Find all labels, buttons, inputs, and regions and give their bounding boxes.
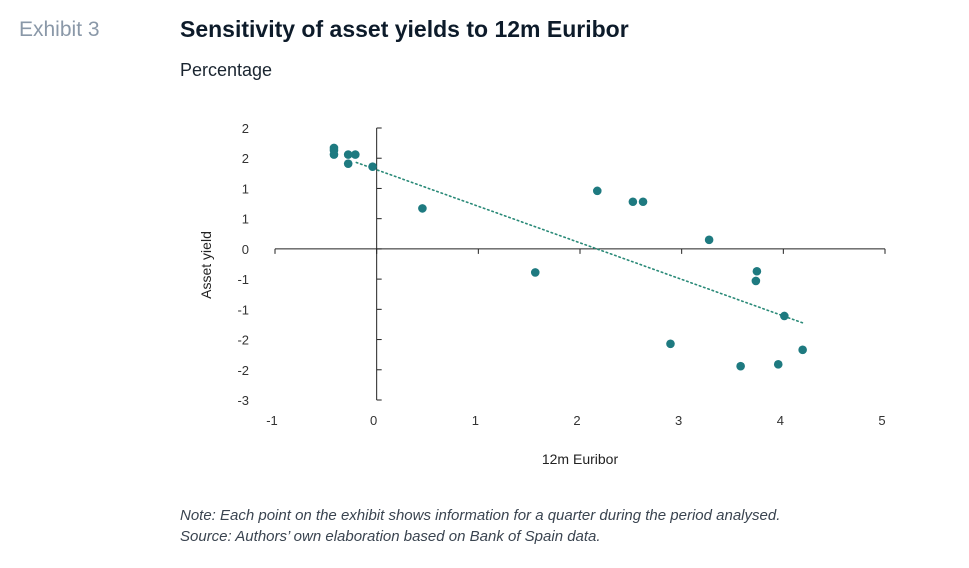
x-tick-label: 1 xyxy=(472,413,479,428)
data-point xyxy=(418,204,427,213)
data-point xyxy=(752,266,762,276)
x-tick-label: 0 xyxy=(370,413,377,428)
axis-labels: 2 2 1 1 0 -1 -1 -2 -2 -3 -1 0 1 2 3 4 5 12m Euribor Asset … xyxy=(198,121,886,467)
data-point xyxy=(751,276,761,286)
data-point xyxy=(773,360,783,369)
y-tick-label: -2 xyxy=(237,333,249,348)
y-tick-label: 1 xyxy=(242,181,249,196)
chart-subtitle: Percentage xyxy=(180,60,273,80)
data-point xyxy=(780,311,789,321)
x-axis-title: 12m Euribor xyxy=(542,451,619,467)
data-point xyxy=(628,197,638,207)
data-point xyxy=(638,197,648,207)
y-tick-label: 2 xyxy=(242,121,249,136)
data-point xyxy=(798,345,807,355)
y-tick-label: 0 xyxy=(242,242,249,257)
data-point xyxy=(343,159,353,168)
scatter-chart: 2 2 1 1 0 -1 -1 -2 -2 -3 -1 0 1 2 3 4 5 12m Euribor Asset … xyxy=(198,121,886,467)
y-tick-label: 2 xyxy=(242,151,249,166)
y-tick-label: 1 xyxy=(242,212,249,227)
chart-notes: Note: Each point on the exhibit shows in… xyxy=(180,505,780,547)
data-point xyxy=(351,150,360,159)
x-tick-label: 4 xyxy=(777,413,784,428)
note-text: Note: Each point on the exhibit shows in… xyxy=(180,507,781,524)
y-tick-label: -2 xyxy=(237,363,249,378)
data-point xyxy=(704,235,714,245)
source-text: Source: Authors’ own elaboration based o… xyxy=(180,528,601,545)
trendline xyxy=(355,161,805,325)
x-tick-label: -1 xyxy=(266,413,278,428)
data-points xyxy=(329,143,807,371)
y-tick-label: -1 xyxy=(237,272,249,287)
x-tick-label: 3 xyxy=(675,413,682,428)
y-tick-label: -3 xyxy=(237,393,249,408)
y-axis-title: Asset yield xyxy=(198,231,214,299)
trendline-group xyxy=(355,161,805,325)
x-tick-label: 2 xyxy=(573,413,580,428)
exhibit-label: Exhibit 3 xyxy=(19,18,100,41)
chart-title: Sensitivity of asset yields to 12m Eurib… xyxy=(180,16,629,42)
data-point xyxy=(368,162,377,171)
data-point xyxy=(736,361,745,371)
data-point xyxy=(329,150,339,159)
y-tick-label: -1 xyxy=(237,302,249,317)
axes xyxy=(274,127,886,401)
x-tick-label: 5 xyxy=(878,413,885,428)
data-point xyxy=(530,268,540,277)
data-point xyxy=(666,339,675,349)
data-point xyxy=(592,186,602,196)
data-point xyxy=(343,150,353,159)
